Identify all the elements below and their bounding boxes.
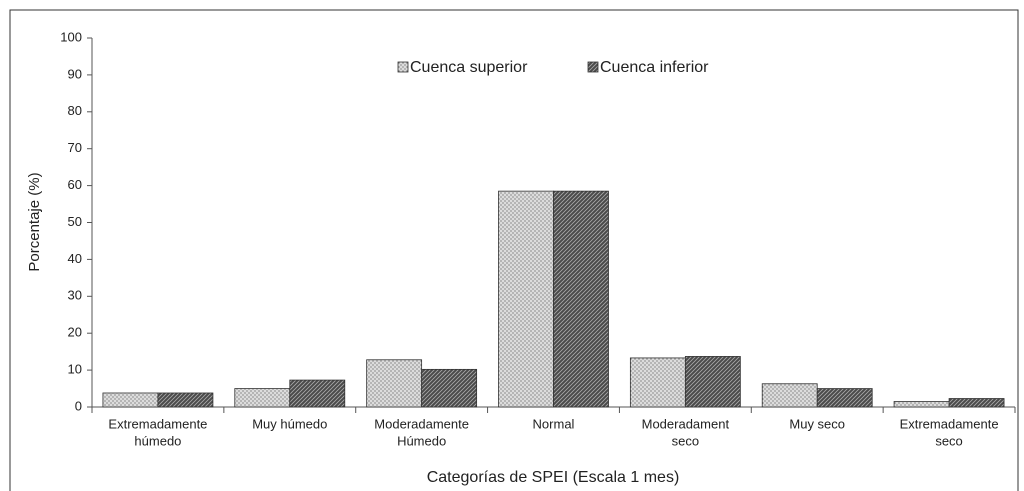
y-axis-label: Porcentaje (%) [26,172,43,271]
x-tick-label: Húmedo [397,433,446,448]
bar [421,368,478,408]
x-tick-label: seco [672,433,699,448]
x-tick-label: Extremadamente [900,416,999,431]
y-tick-label: 80 [68,103,82,118]
y-tick-label: 50 [68,214,82,229]
bar [948,398,1005,408]
bar [761,383,818,408]
legend-label: Cuenca inferior [600,59,709,76]
x-tick-label: Moderadamente [374,416,469,431]
chart-border [9,9,1019,491]
bar [157,392,214,408]
y-tick-label: 20 [68,325,82,340]
y-tick-label: 70 [68,140,82,155]
x-tick-label: Muy seco [789,416,845,431]
x-tick-label: Normal [533,416,575,431]
y-tick-label: 10 [68,362,82,377]
bar [289,379,346,408]
legend-swatch [587,61,599,73]
y-tick-label: 90 [68,66,82,81]
x-tick-label: Extremadamente [108,416,207,431]
legend-swatch [397,61,409,73]
bar [816,388,873,408]
y-tick-label: 60 [68,177,82,192]
x-axis-label: Categorías de SPEI (Escala 1 mes) [427,469,680,486]
bar [684,356,741,408]
bar [234,388,291,408]
bar [629,357,686,408]
y-tick-label: 0 [75,398,82,413]
x-tick-label: seco [935,433,962,448]
x-tick-label: Muy húmedo [252,416,327,431]
bar [893,401,950,408]
bar [498,190,554,408]
x-tick-label: húmedo [134,433,181,448]
bar [102,392,159,408]
bar [366,359,423,408]
bar [553,190,609,408]
y-tick-label: 40 [68,251,82,266]
y-tick-label: 100 [60,29,82,44]
legend-label: Cuenca superior [410,59,528,76]
x-tick-label: Moderadament [642,416,730,431]
y-tick-label: 30 [68,288,82,303]
